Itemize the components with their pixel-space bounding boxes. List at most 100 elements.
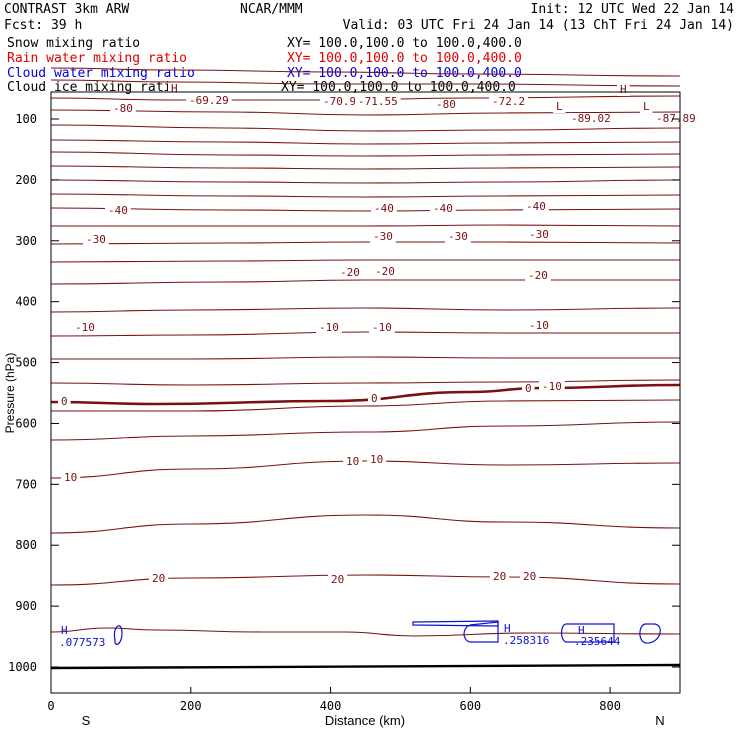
contour-label-bg-16 — [337, 267, 363, 279]
isotherm-line-10 — [50, 207, 681, 212]
contour-label-bg-30 — [149, 573, 169, 585]
contour-label-21: -10 — [372, 321, 392, 334]
contour-label-26: -10 — [542, 380, 562, 393]
contour-label-23: 0 — [61, 395, 68, 408]
contour-label-34: L — [556, 100, 563, 113]
contour-label-bg-31 — [328, 574, 348, 586]
isotherm-line-21 — [50, 421, 681, 441]
x-tick-label-0: 0 — [47, 699, 54, 713]
isotherm-line-0 — [50, 67, 681, 77]
contour-label-32: 20 — [493, 570, 506, 583]
contour-label-bg-27 — [61, 472, 81, 484]
contour-label-bg-35 — [640, 101, 653, 113]
contour-label-bg-18 — [525, 270, 551, 282]
isotherm-line-9 — [50, 193, 681, 198]
contour-label-29: 10 — [370, 453, 383, 466]
cloud-water-max-label-2: H — [504, 622, 511, 635]
plot-frame — [50, 91, 681, 694]
contour-label-bg-34 — [553, 101, 566, 113]
contour-label-11: -40 — [526, 200, 546, 213]
legend-snow-label: Snow mixing ratio — [7, 36, 141, 51]
isotherm-line-12 — [50, 241, 681, 245]
contour-label-bg-1 — [186, 95, 232, 107]
cloud-water-contour-2 — [560, 623, 615, 643]
contour-label-18: -20 — [528, 269, 548, 282]
contour-label-bg-9 — [371, 203, 397, 215]
contour-label-bg-37 — [617, 84, 630, 96]
contour-label-17: -20 — [375, 265, 395, 278]
contour-label-31: 20 — [331, 573, 344, 586]
isotherm-line-5 — [50, 139, 681, 145]
isotherm-line-24 — [50, 574, 681, 586]
contour-label-12: -30 — [86, 233, 106, 246]
x-tick-label-3: 600 — [459, 699, 481, 713]
legend-rain-xy: XY= 100.0,100.0 to 100.0,400.0 — [287, 51, 522, 66]
contour-label-24: 0 — [371, 392, 378, 405]
y-tick-label-7: 800 — [15, 538, 37, 552]
contour-label-bg-22 — [526, 320, 552, 332]
legend-snow-xy: XY= 100.0,100.0 to 100.0,400.0 — [287, 36, 522, 51]
isotherm-line-17 — [51, 356, 680, 360]
y-tick-label-1: 200 — [15, 173, 37, 187]
contour-label-bg-5 — [489, 96, 528, 108]
cloud-water-contour-1 — [463, 621, 499, 643]
contour-label-16: -20 — [340, 266, 360, 279]
isotherm-line-13 — [50, 259, 680, 263]
contour-label-bg-3 — [355, 96, 401, 108]
contour-label-33: 20 — [523, 570, 536, 583]
contour-label-13: -30 — [373, 230, 393, 243]
contour-label-bg-25 — [522, 383, 535, 395]
contour-label-5: -72.2 — [492, 95, 525, 108]
contour-label-37: H — [620, 83, 627, 96]
contour-label-bg-26 — [539, 381, 565, 393]
isotherm-line-8 — [50, 179, 681, 184]
cloud-water-max-label-4: H — [578, 624, 585, 637]
isotherm-line-1 — [50, 79, 681, 87]
contour-label-8: -40 — [108, 204, 128, 217]
contour-label-25: 0 — [525, 382, 532, 395]
y-tick-label-3: 400 — [15, 295, 37, 309]
contour-label-bg-28 — [343, 456, 363, 468]
y-tick-label-6: 700 — [15, 477, 37, 491]
isotherm-line-18 — [50, 379, 681, 386]
contour-label-bg-11 — [523, 201, 549, 213]
y-axis-label: Pressure (hPa) — [3, 353, 17, 434]
y-tick-label-9: 1000 — [8, 660, 37, 674]
contour-label-bg-23 — [58, 396, 71, 408]
isotherm-line-16 — [50, 331, 680, 337]
contour-label-bg-15 — [526, 229, 552, 241]
contour-label-bg-21 — [369, 322, 395, 334]
contour-label-10: -40 — [433, 202, 453, 215]
contour-label-bg-8 — [105, 205, 131, 217]
contour-label-bg-13 — [370, 231, 396, 243]
contour-label-bg-10 — [430, 203, 456, 215]
orientation-south-label: S — [82, 713, 91, 728]
x-tick-label-1: 200 — [180, 699, 202, 713]
contour-label-4: -80 — [436, 98, 456, 111]
contour-label-22: -10 — [529, 319, 549, 332]
forecast-hour: Fcst: 39 h — [4, 18, 83, 33]
contour-label-27: 10 — [64, 471, 77, 484]
contour-label-0: -80 — [113, 102, 133, 115]
contour-label-bg-2 — [320, 96, 366, 108]
contour-label-36: H — [171, 82, 178, 95]
contour-label-bg-29 — [367, 454, 387, 466]
contour-label-6: -89.02 — [571, 112, 611, 125]
y-tick-label-5: 600 — [15, 416, 37, 430]
isotherm-line-3 — [50, 109, 681, 116]
y-tick-label-4: 500 — [15, 356, 37, 370]
contour-label-bg-0 — [110, 103, 136, 115]
cloud-water-max-label-1: .077573 — [59, 636, 105, 649]
contour-label-bg-17 — [372, 266, 398, 278]
isotherm-line-23 — [50, 514, 681, 534]
source-label: NCAR/MMM — [240, 2, 303, 17]
isotherm-line-25 — [50, 627, 681, 637]
isotherm-line-14 — [50, 279, 680, 285]
contour-label-19: -10 — [75, 321, 95, 334]
contour-label-bg-12 — [83, 234, 109, 246]
contour-label-1: -69.29 — [189, 94, 229, 107]
contour-label-20: -10 — [319, 321, 339, 334]
cloud-water-max-label-5: .235644 — [574, 635, 621, 648]
valid-time: Valid: 03 UTC Fri 24 Jan 14 (13 ChT Fri … — [342, 18, 734, 33]
